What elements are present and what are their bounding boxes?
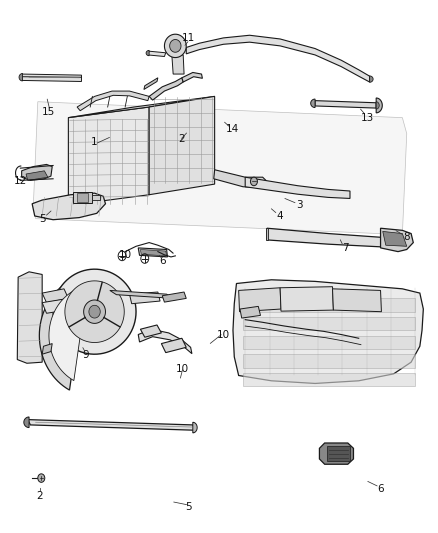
Polygon shape	[92, 195, 100, 200]
Text: 10: 10	[175, 364, 188, 374]
Polygon shape	[233, 280, 424, 383]
Text: 8: 8	[403, 232, 410, 243]
Polygon shape	[266, 228, 268, 240]
Text: 6: 6	[159, 256, 166, 266]
Polygon shape	[243, 298, 416, 312]
Text: 9: 9	[82, 350, 89, 360]
Polygon shape	[77, 91, 149, 111]
Polygon shape	[73, 192, 92, 203]
Polygon shape	[28, 419, 195, 430]
Polygon shape	[68, 96, 215, 118]
Text: 1: 1	[91, 136, 98, 147]
Polygon shape	[239, 288, 281, 312]
Polygon shape	[280, 287, 333, 311]
Polygon shape	[319, 443, 353, 464]
Polygon shape	[149, 78, 183, 100]
Text: 5: 5	[185, 502, 192, 512]
Text: 3: 3	[297, 200, 303, 211]
Polygon shape	[89, 305, 100, 318]
Polygon shape	[53, 269, 136, 354]
Polygon shape	[243, 317, 416, 330]
Text: 7: 7	[343, 243, 349, 253]
Polygon shape	[170, 39, 181, 52]
Polygon shape	[186, 35, 370, 82]
Polygon shape	[332, 289, 381, 312]
Polygon shape	[161, 338, 186, 353]
Polygon shape	[164, 34, 186, 58]
Text: 14: 14	[226, 124, 239, 134]
Polygon shape	[141, 325, 161, 337]
Polygon shape	[327, 446, 350, 461]
Text: 6: 6	[377, 484, 384, 494]
Polygon shape	[141, 249, 166, 256]
Polygon shape	[42, 298, 73, 313]
Polygon shape	[144, 78, 158, 90]
Polygon shape	[110, 290, 173, 298]
Polygon shape	[19, 74, 22, 81]
Polygon shape	[162, 292, 186, 302]
Polygon shape	[383, 231, 407, 246]
Text: 4: 4	[277, 211, 283, 221]
Polygon shape	[311, 99, 315, 108]
Polygon shape	[376, 98, 382, 113]
Polygon shape	[370, 76, 373, 82]
Polygon shape	[39, 275, 86, 390]
Polygon shape	[148, 51, 166, 56]
Polygon shape	[130, 292, 160, 304]
Polygon shape	[24, 417, 29, 427]
Polygon shape	[182, 72, 202, 82]
Polygon shape	[315, 101, 376, 108]
Polygon shape	[138, 329, 192, 354]
Text: 5: 5	[39, 214, 46, 224]
Polygon shape	[65, 281, 124, 343]
Polygon shape	[84, 300, 106, 324]
Circle shape	[38, 474, 45, 482]
Polygon shape	[243, 336, 416, 349]
Polygon shape	[33, 102, 407, 235]
Text: 10: 10	[119, 250, 132, 260]
Polygon shape	[243, 354, 416, 368]
Text: 10: 10	[217, 329, 230, 340]
Polygon shape	[381, 228, 413, 252]
Polygon shape	[42, 344, 52, 354]
Text: 12: 12	[14, 176, 27, 187]
Polygon shape	[17, 272, 42, 364]
Text: 15: 15	[42, 107, 55, 117]
Polygon shape	[68, 107, 149, 205]
Polygon shape	[21, 165, 52, 180]
Polygon shape	[240, 306, 261, 318]
Polygon shape	[376, 102, 379, 109]
Text: 2: 2	[179, 134, 185, 144]
Text: 13: 13	[361, 112, 374, 123]
Polygon shape	[149, 96, 215, 195]
Polygon shape	[42, 289, 68, 303]
Polygon shape	[26, 171, 48, 180]
Polygon shape	[21, 74, 81, 82]
Text: 2: 2	[36, 491, 42, 501]
Polygon shape	[172, 55, 184, 74]
Polygon shape	[193, 422, 197, 433]
Polygon shape	[146, 51, 149, 56]
Polygon shape	[245, 177, 350, 198]
Text: 11: 11	[182, 33, 195, 43]
Circle shape	[251, 177, 258, 185]
Polygon shape	[49, 286, 88, 381]
Polygon shape	[138, 248, 167, 257]
Polygon shape	[267, 228, 398, 248]
Polygon shape	[77, 193, 88, 201]
Polygon shape	[32, 193, 106, 220]
Polygon shape	[243, 373, 416, 386]
Polygon shape	[214, 169, 267, 188]
